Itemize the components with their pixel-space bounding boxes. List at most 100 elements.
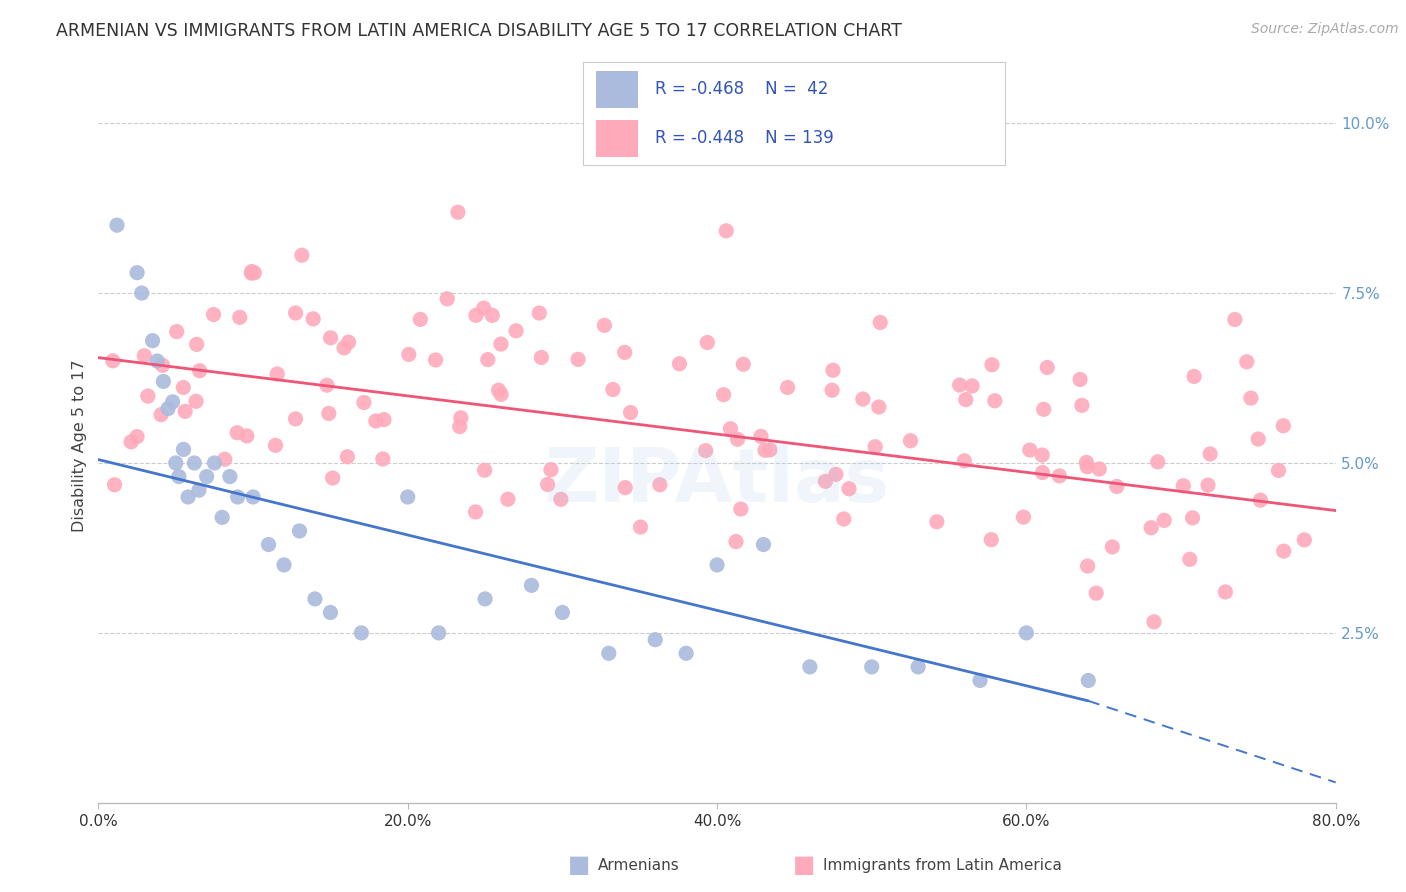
Point xyxy=(1236,355,1258,369)
Point xyxy=(724,534,747,549)
Point xyxy=(953,454,976,468)
Point xyxy=(134,349,156,363)
Point xyxy=(105,218,128,232)
Point xyxy=(821,363,844,377)
Point xyxy=(353,395,375,409)
Point xyxy=(759,442,782,457)
Point xyxy=(319,606,342,620)
Point xyxy=(960,379,983,393)
Point xyxy=(150,408,173,422)
Point xyxy=(1070,398,1092,412)
Point xyxy=(436,292,458,306)
Point xyxy=(1197,478,1219,492)
Point xyxy=(648,477,671,491)
Point xyxy=(204,456,226,470)
Point xyxy=(173,442,195,457)
Point xyxy=(530,351,553,365)
Point xyxy=(1178,552,1201,566)
Point xyxy=(142,334,165,348)
Point xyxy=(371,452,394,467)
Point xyxy=(1036,360,1059,375)
Point xyxy=(195,469,218,483)
Point xyxy=(825,467,848,482)
Point xyxy=(706,558,728,572)
Point xyxy=(236,429,259,443)
Point xyxy=(211,510,233,524)
Point xyxy=(291,248,314,262)
Point xyxy=(969,673,991,688)
Bar xyxy=(596,70,638,108)
Point xyxy=(1076,459,1098,474)
Point xyxy=(1294,533,1316,547)
Point xyxy=(474,591,496,606)
Text: ZIPAtlas: ZIPAtlas xyxy=(544,445,890,518)
Point xyxy=(489,387,512,401)
Point xyxy=(925,515,948,529)
Point xyxy=(593,318,616,333)
Point xyxy=(832,512,855,526)
Point xyxy=(1199,447,1222,461)
Point xyxy=(814,475,837,489)
Point xyxy=(409,312,432,326)
Point xyxy=(226,490,249,504)
Point xyxy=(720,422,742,436)
Point xyxy=(266,367,288,381)
Point xyxy=(398,347,420,361)
Text: R = -0.448    N = 139: R = -0.448 N = 139 xyxy=(655,129,834,147)
Point xyxy=(907,660,929,674)
Point xyxy=(716,224,738,238)
Point xyxy=(1247,432,1270,446)
Point xyxy=(184,394,207,409)
Point xyxy=(949,378,972,392)
Point xyxy=(425,353,447,368)
Point xyxy=(136,389,159,403)
Point xyxy=(333,341,356,355)
Point xyxy=(172,380,194,394)
Point xyxy=(427,626,450,640)
Point xyxy=(754,443,776,458)
Point xyxy=(614,481,637,495)
Point xyxy=(695,443,717,458)
Point xyxy=(838,482,860,496)
Point xyxy=(869,316,891,330)
Point xyxy=(166,325,188,339)
Point xyxy=(496,492,519,507)
Point xyxy=(219,469,242,483)
Point xyxy=(1047,468,1070,483)
Point xyxy=(1249,493,1271,508)
Point xyxy=(488,383,510,397)
Point xyxy=(730,502,752,516)
Text: ■: ■ xyxy=(793,854,815,877)
Point xyxy=(336,450,359,464)
Text: Immigrants from Latin America: Immigrants from Latin America xyxy=(823,858,1062,872)
Point xyxy=(447,205,470,219)
Text: R = -0.468    N =  42: R = -0.468 N = 42 xyxy=(655,80,828,98)
Point xyxy=(146,354,169,368)
Point xyxy=(1105,479,1128,493)
Point xyxy=(644,632,666,647)
Point xyxy=(450,410,472,425)
Point xyxy=(1015,626,1038,640)
Point xyxy=(316,378,339,392)
Point xyxy=(1223,312,1246,326)
Point xyxy=(984,393,1007,408)
Text: Source: ZipAtlas.com: Source: ZipAtlas.com xyxy=(1251,22,1399,37)
Point xyxy=(188,483,211,498)
Point xyxy=(302,311,325,326)
Point xyxy=(350,626,373,640)
Point xyxy=(472,301,495,315)
Point xyxy=(505,324,527,338)
Point xyxy=(186,337,208,351)
Point xyxy=(1153,513,1175,527)
Point xyxy=(727,432,749,446)
Point xyxy=(474,463,496,477)
Point xyxy=(177,490,200,504)
Point xyxy=(550,492,572,507)
Point xyxy=(675,646,697,660)
Point xyxy=(165,456,187,470)
Point xyxy=(540,463,562,477)
Point xyxy=(396,490,419,504)
Point xyxy=(1031,448,1053,462)
Point xyxy=(131,286,153,301)
Point xyxy=(749,429,772,443)
